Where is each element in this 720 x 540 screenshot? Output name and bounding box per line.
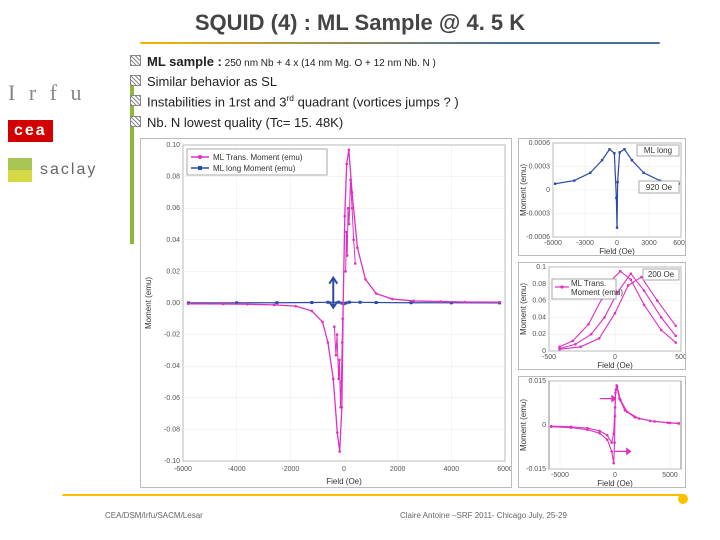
svg-text:0.06: 0.06 <box>532 298 546 305</box>
charts-region: -6000 -4000 -2000 0 2000 4000 6000 -0.10 -0.08 -0… <box>140 138 686 482</box>
logo-cea: cea <box>8 120 128 142</box>
svg-text:Moment (emu): Moment (emu) <box>519 283 528 335</box>
svg-text:2000: 2000 <box>390 466 406 473</box>
svg-text:5000: 5000 <box>662 472 678 479</box>
svg-text:0.00: 0.00 <box>166 300 180 307</box>
svg-text:0.015: 0.015 <box>528 378 546 385</box>
svg-text:0.02: 0.02 <box>532 331 546 338</box>
svg-text:-0.06: -0.06 <box>164 395 180 402</box>
svg-text:-2000: -2000 <box>281 466 299 473</box>
svg-text:6000: 6000 <box>497 466 512 473</box>
svg-text:Moment (emu): Moment (emu) <box>571 288 623 297</box>
svg-text:0.02: 0.02 <box>166 268 180 275</box>
svg-text:500: 500 <box>675 354 686 361</box>
svg-text:ML Trans. Moment (emu): ML Trans. Moment (emu) <box>213 153 303 162</box>
svg-text:-0.02: -0.02 <box>164 332 180 339</box>
svg-text:-0.0006: -0.0006 <box>526 234 550 241</box>
page-title: SQUID (4) : ML Sample @ 4. 5 K <box>195 10 525 35</box>
bullet-list: ML sample : 250 nm Nb + 4 x (14 nm Mg. O… <box>130 52 690 132</box>
svg-text:0: 0 <box>615 240 619 247</box>
svg-text:6000: 6000 <box>673 240 686 247</box>
svg-text:-500: -500 <box>542 354 556 361</box>
svg-text:0.04: 0.04 <box>166 237 180 244</box>
svg-text:-0.0003: -0.0003 <box>526 211 550 218</box>
footer-left: CEA/DSM/Irfu/SACM/Lesar <box>105 511 203 520</box>
svg-text:3000: 3000 <box>641 240 657 247</box>
svg-text:ML long: ML long <box>644 146 672 155</box>
footer-right: Claire Antoine –SRF 2011- Chicago July, … <box>400 511 567 520</box>
svg-text:Field (Oe): Field (Oe) <box>597 361 633 370</box>
svg-text:Field (Oe): Field (Oe) <box>599 247 635 256</box>
svg-text:0.08: 0.08 <box>532 281 546 288</box>
svg-text:ML long Moment (emu): ML long Moment (emu) <box>213 164 296 173</box>
svg-text:-0.10: -0.10 <box>164 458 180 465</box>
svg-text:-5000: -5000 <box>551 472 569 479</box>
svg-text:0: 0 <box>613 472 617 479</box>
svg-text:0: 0 <box>542 422 546 429</box>
main-chart: -6000 -4000 -2000 0 2000 4000 6000 -0.10 -0.08 -0… <box>140 138 512 488</box>
svg-text:-6000: -6000 <box>544 240 562 247</box>
svg-text:-4000: -4000 <box>228 466 246 473</box>
svg-text:ML Trans.: ML Trans. <box>571 279 606 288</box>
inset-bot-chart: -5000 0 5000 -0.015 0 0.015 Field (Oe) Moment (… <box>518 376 686 488</box>
svg-text:Moment (emu): Moment (emu) <box>519 164 528 216</box>
inset-mid-chart: -500050000.020.040.060.080.1Field (Oe)Mo… <box>518 262 686 370</box>
svg-text:Field (Oe): Field (Oe) <box>597 479 633 488</box>
svg-text:Moment (emu): Moment (emu) <box>144 277 153 329</box>
svg-text:0.0003: 0.0003 <box>529 164 551 171</box>
logo-irfu: I r f u <box>8 80 128 106</box>
svg-text:0.04: 0.04 <box>532 314 546 321</box>
svg-text:0.10: 0.10 <box>166 142 180 149</box>
svg-text:0: 0 <box>542 348 546 355</box>
svg-text:0: 0 <box>342 466 346 473</box>
svg-text:0.06: 0.06 <box>166 205 180 212</box>
svg-text:200 Oe: 200 Oe <box>648 270 675 279</box>
svg-text:4000: 4000 <box>444 466 460 473</box>
svg-text:-0.015: -0.015 <box>526 466 546 473</box>
svg-text:0.08: 0.08 <box>166 174 180 181</box>
svg-text:0.1: 0.1 <box>536 264 546 271</box>
svg-text:Field (Oe): Field (Oe) <box>326 477 362 486</box>
footer-rule <box>62 494 686 500</box>
svg-text:0: 0 <box>613 354 617 361</box>
inset-top-chart: -6000 -3000 0 3000 6000 -0.0006 -0.0003 0 0.0003… <box>518 138 686 256</box>
svg-text:0.0006: 0.0006 <box>529 140 551 147</box>
svg-text:-0.08: -0.08 <box>164 426 180 433</box>
svg-text:-3000: -3000 <box>576 240 594 247</box>
footer-dot-icon <box>678 494 688 504</box>
logo-saclay: saclay <box>8 156 128 184</box>
svg-text:Moment (emu): Moment (emu) <box>519 399 528 451</box>
svg-text:-0.04: -0.04 <box>164 363 180 370</box>
title-rule <box>140 42 660 44</box>
svg-text:920 Oe: 920 Oe <box>646 183 673 192</box>
svg-text:0: 0 <box>546 187 550 194</box>
svg-text:-6000: -6000 <box>174 466 192 473</box>
logo-sidebar: I r f u cea saclay <box>8 80 128 198</box>
